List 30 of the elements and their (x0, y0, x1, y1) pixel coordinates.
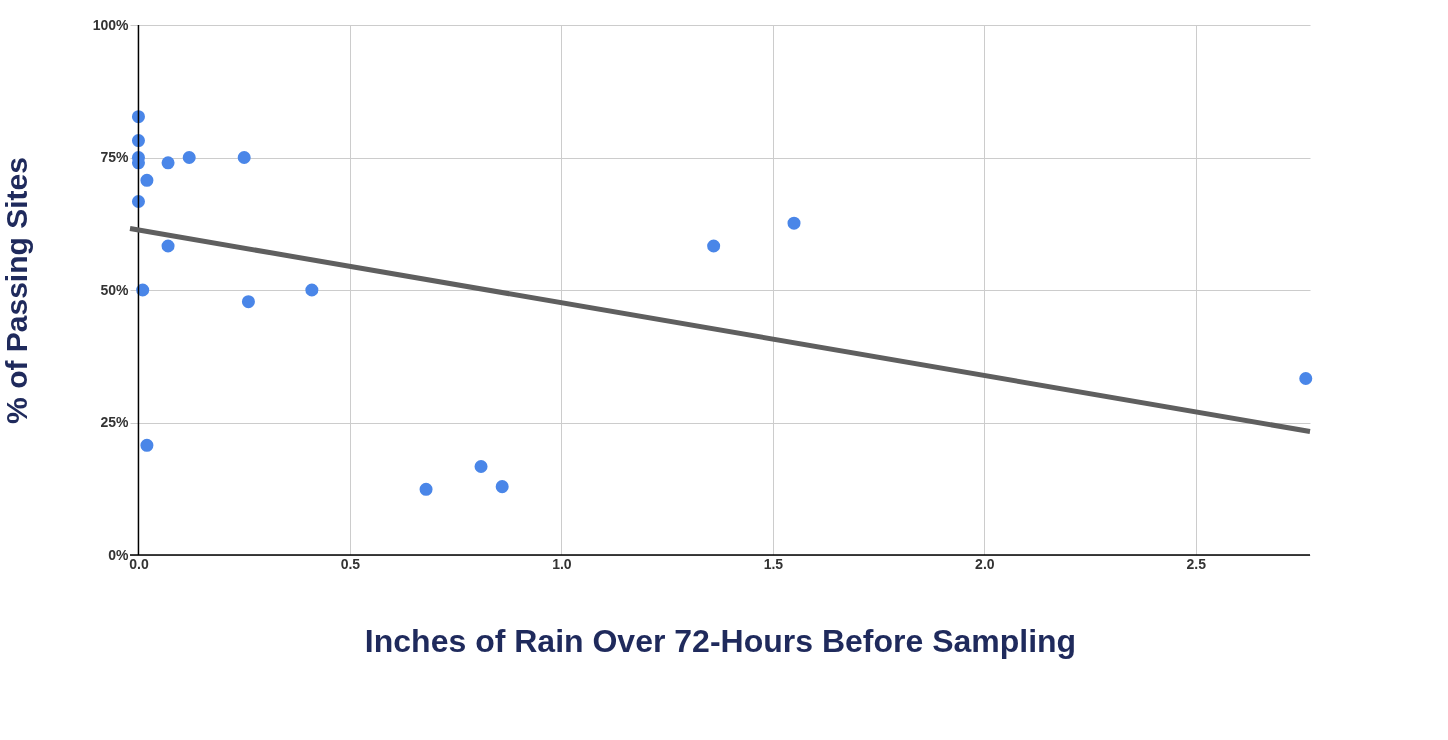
x-tick-label: 1.0 (552, 555, 572, 572)
y-tick-label: 75% (100, 149, 130, 165)
point (707, 239, 721, 253)
x-tick-label: 1.5 (763, 555, 784, 572)
point (305, 283, 319, 297)
y-tick-label: 25% (100, 414, 130, 430)
y-axis-title: % of Passing Sites (0, 157, 33, 424)
x-axis-title: Inches of Rain Over 72-Hours Before Sampling (364, 622, 1077, 659)
point (419, 482, 433, 496)
y-tick-label: 50% (100, 281, 130, 298)
point (787, 216, 801, 230)
point (495, 480, 509, 494)
y-tick-label: 100% (92, 16, 130, 33)
point (131, 194, 145, 208)
point (1299, 372, 1313, 386)
point (474, 459, 488, 473)
point (161, 239, 175, 253)
point (140, 438, 154, 452)
x-tick-label: 2.5 (1186, 555, 1207, 572)
x-tick-label: 0.0 (129, 555, 149, 572)
x-tick-label: 2.0 (975, 555, 995, 572)
y-tick-label: 0% (108, 546, 130, 563)
point (140, 173, 154, 187)
point (237, 150, 251, 165)
point (241, 295, 255, 309)
point (131, 134, 145, 148)
point (161, 156, 175, 170)
x-tick-label: 0.5 (340, 555, 361, 572)
point (136, 283, 150, 297)
point (182, 150, 196, 165)
